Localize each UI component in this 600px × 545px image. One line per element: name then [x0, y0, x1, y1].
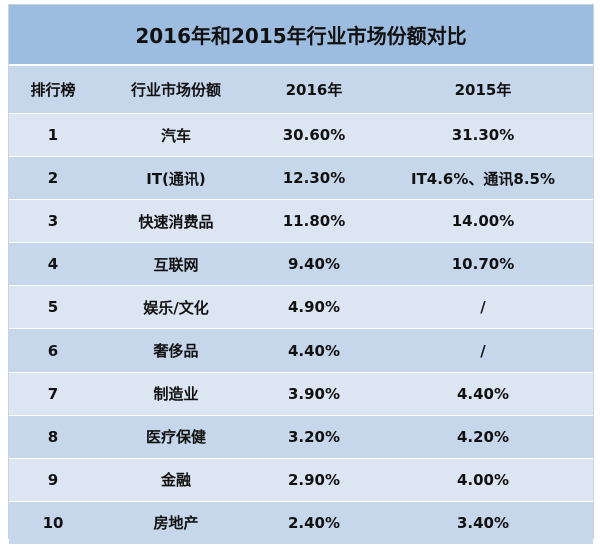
share-2015-cell: 10.70%	[373, 255, 593, 273]
share-2015-cell: 4.00%	[373, 471, 593, 489]
table-row: 8 医疗保健 3.20% 4.20%	[9, 416, 593, 459]
rank-cell: 7	[9, 385, 97, 403]
share-2016-cell: 4.90%	[255, 298, 373, 316]
industry-cell: 制造业	[97, 383, 255, 404]
share-2016-cell: 2.90%	[255, 471, 373, 489]
share-2015-cell: 31.30%	[373, 126, 593, 144]
table-row: 4 互联网 9.40% 10.70%	[9, 243, 593, 286]
table-row: 5 娱乐/文化 4.90% /	[9, 286, 593, 329]
share-2015-cell: 14.00%	[373, 212, 593, 230]
rank-cell: 10	[9, 514, 97, 532]
table-row: 2 IT(通讯) 12.30% IT4.6%、通讯8.5%	[9, 157, 593, 200]
share-2016-cell: 3.20%	[255, 428, 373, 446]
rank-cell: 5	[9, 298, 97, 316]
header-2016: 2016年	[255, 79, 373, 100]
rank-cell: 2	[9, 169, 97, 187]
industry-cell: 奢侈品	[97, 340, 255, 361]
industry-cell: IT(通讯)	[97, 168, 255, 189]
table-row: 1 汽车 30.60% 31.30%	[9, 114, 593, 157]
rank-cell: 6	[9, 342, 97, 360]
share-2016-cell: 9.40%	[255, 255, 373, 273]
industry-cell: 房地产	[97, 512, 255, 533]
industry-cell: 娱乐/文化	[97, 297, 255, 318]
header-industry: 行业市场份额	[97, 79, 255, 100]
header-rank: 排行榜	[9, 79, 97, 100]
table-row: 7 制造业 3.90% 4.40%	[9, 373, 593, 416]
share-2016-cell: 2.40%	[255, 514, 373, 532]
share-2015-cell: IT4.6%、通讯8.5%	[373, 168, 593, 189]
rank-cell: 9	[9, 471, 97, 489]
table-header-row: 排行榜 行业市场份额 2016年 2015年	[9, 66, 593, 114]
rank-cell: 4	[9, 255, 97, 273]
share-2015-cell: 4.40%	[373, 385, 593, 403]
industry-cell: 互联网	[97, 254, 255, 275]
rank-cell: 3	[9, 212, 97, 230]
share-2016-cell: 11.80%	[255, 212, 373, 230]
share-2016-cell: 3.90%	[255, 385, 373, 403]
table-title: 2016年和2015年行业市场份额对比	[9, 5, 593, 66]
share-2015-cell: 3.40%	[373, 514, 593, 532]
share-2016-cell: 30.60%	[255, 126, 373, 144]
market-share-table: 2016年和2015年行业市场份额对比 排行榜 行业市场份额 2016年 201…	[8, 4, 594, 539]
table-row: 9 金融 2.90% 4.00%	[9, 459, 593, 502]
industry-cell: 医疗保健	[97, 426, 255, 447]
table-row: 10 房地产 2.40% 3.40%	[9, 502, 593, 545]
rank-cell: 1	[9, 126, 97, 144]
share-2016-cell: 4.40%	[255, 342, 373, 360]
rank-cell: 8	[9, 428, 97, 446]
industry-cell: 金融	[97, 469, 255, 490]
table-row: 6 奢侈品 4.40% /	[9, 329, 593, 372]
table-row: 3 快速消费品 11.80% 14.00%	[9, 200, 593, 243]
share-2015-cell: 4.20%	[373, 428, 593, 446]
share-2015-cell: /	[373, 342, 593, 360]
industry-cell: 快速消费品	[97, 211, 255, 232]
share-2016-cell: 12.30%	[255, 169, 373, 187]
share-2015-cell: /	[373, 298, 593, 316]
industry-cell: 汽车	[97, 125, 255, 146]
header-2015: 2015年	[373, 79, 593, 100]
